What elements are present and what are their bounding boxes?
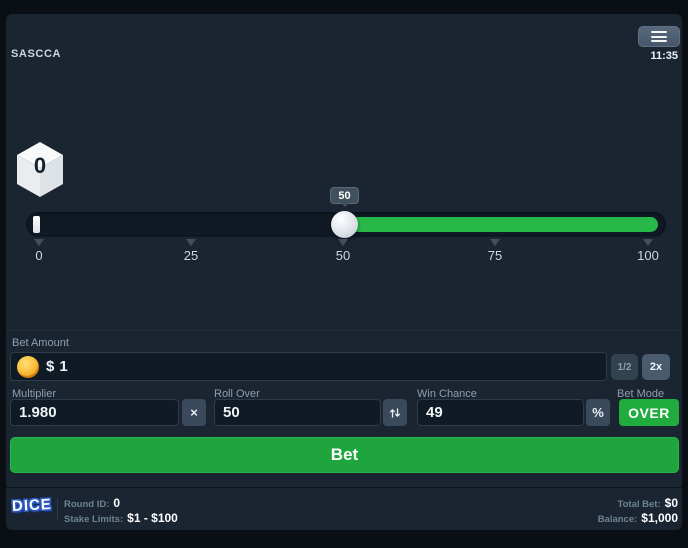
slider-tick-marker xyxy=(186,239,196,251)
percent-icon: % xyxy=(592,405,604,420)
total-bet-value: $0 xyxy=(664,496,678,510)
stake-limits-value: $1 - $100 xyxy=(127,511,178,525)
currency-symbol: $ xyxy=(46,358,55,375)
bet-amount-field[interactable]: $ 1 xyxy=(10,352,607,381)
footer-round-info: Round ID: 0 Stake Limits: $1 - $100 xyxy=(64,496,178,525)
multiplier-field[interactable] xyxy=(10,399,179,426)
win-chance-percent-button[interactable]: % xyxy=(586,399,610,426)
close-icon: × xyxy=(190,405,198,420)
multiplier-clear-button[interactable]: × xyxy=(182,399,206,426)
balance-label: Balance: xyxy=(597,514,638,525)
bet-mode-label: Bet Mode xyxy=(617,388,665,400)
slider-tick-marker xyxy=(34,239,44,251)
slider-thumb[interactable] xyxy=(331,211,358,238)
slider-win-range xyxy=(344,217,658,232)
footer-balance-info: Total Bet: $0 Balance: $1,000 xyxy=(598,496,678,525)
slider-min-handle[interactable] xyxy=(33,216,40,233)
roll-over-label: Roll Over xyxy=(214,388,260,400)
slider-tick-label: 0 xyxy=(35,248,43,263)
brand-label: SASCCA xyxy=(11,48,62,60)
swap-icon xyxy=(389,407,401,418)
slider-tick-label: 50 xyxy=(335,248,351,263)
slider-tick-marker xyxy=(338,239,348,251)
game-panel: SASCCA 11:35 0 50 0 25 50 75 100 Bet Amo… xyxy=(6,14,682,530)
roll-over-field[interactable] xyxy=(214,399,381,426)
win-chance-label: Win Chance xyxy=(417,388,477,400)
clock-label: 11:35 xyxy=(650,50,678,62)
hamburger-icon xyxy=(651,31,667,42)
slider-value-tooltip: 50 xyxy=(330,187,359,207)
slider-tick-label: 75 xyxy=(487,248,503,263)
win-chance-input[interactable] xyxy=(426,404,575,421)
bet-amount-label: Bet Amount xyxy=(12,337,69,349)
dice-icon: 0 xyxy=(14,140,66,205)
bet-button[interactable]: Bet xyxy=(10,437,679,473)
slider-tick-marker xyxy=(490,239,500,251)
slider-tick-label: 25 xyxy=(183,248,199,263)
dice-value: 0 xyxy=(34,153,46,178)
coin-icon xyxy=(17,355,39,378)
round-id-value: 0 xyxy=(113,496,121,510)
balance-value: $1,000 xyxy=(641,511,678,525)
round-id-label: Round ID: xyxy=(64,499,110,510)
slider-tick-label: 100 xyxy=(637,248,659,263)
half-bet-button[interactable]: 1/2 xyxy=(611,354,638,380)
double-bet-button[interactable]: 2x xyxy=(642,354,670,380)
win-chance-field[interactable] xyxy=(417,399,584,426)
slider-tick-marker xyxy=(643,239,653,251)
bet-mode-toggle[interactable]: OVER xyxy=(619,399,679,426)
stake-limits-label: Stake Limits: xyxy=(64,514,124,525)
multiplier-label: Multiplier xyxy=(12,388,57,400)
multiplier-input[interactable] xyxy=(19,404,170,421)
menu-button[interactable] xyxy=(638,26,680,47)
section-divider xyxy=(6,330,682,331)
roll-over-swap-button[interactable] xyxy=(383,399,407,426)
dice-logo: DICE xyxy=(11,495,53,516)
footer-divider xyxy=(6,487,682,488)
bet-amount-value: $ 1 xyxy=(46,358,68,375)
total-bet-label: Total Bet: xyxy=(617,499,661,510)
roll-over-input[interactable] xyxy=(223,404,372,421)
footer-vertical-divider xyxy=(57,498,58,520)
